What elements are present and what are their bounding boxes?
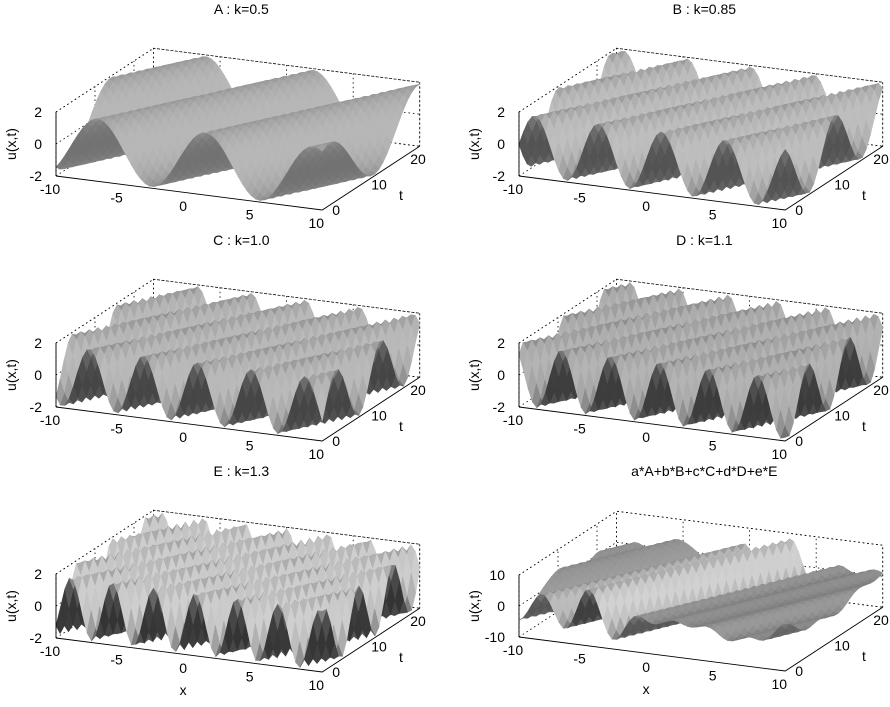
z-tick-label: 0 [34,136,42,152]
panel-title: A : k=0.5 [214,1,269,17]
x-tick-label: 0 [642,198,650,214]
panel-b: -10 -5 0 5 10 0 10 20 -2 0 2 u(x,t) t B : k=0.85 [466,1,889,231]
t-tick-label: 10 [834,177,850,193]
x-tick-label: 5 [709,207,717,223]
z-tick-label: 0 [34,367,42,383]
x-tick-label: -5 [573,190,586,206]
t-tick-label: 0 [332,202,340,218]
x-tick-label: 5 [246,207,254,223]
axis-floor-edge [55,145,420,211]
x-tick-label: 10 [771,215,787,231]
t-tick-label: 0 [795,202,803,218]
z-axis-label: u(x,t) [3,128,19,160]
z-tick-label: -2 [30,168,43,184]
z-tick-label: -2 [30,399,43,415]
x-tick-label: 5 [246,438,254,454]
panel-title: B : k=0.85 [673,1,737,17]
x-tick-label: -10 [503,181,523,197]
panel-a: -10 -5 0 5 10 0 10 20 -2 0 2 u(x,t) t A : k=0.5 [3,1,426,231]
z-tick-label: 2 [34,335,42,351]
t-tick-label: 10 [371,177,387,193]
x-tick-label: -10 [40,412,60,428]
x-tick-label: -10 [40,181,60,197]
t-axis-label: t [399,418,403,434]
t-tick-label: 0 [332,433,340,449]
x-tick-label: -5 [110,190,123,206]
x-tick-label: 0 [179,429,187,445]
t-axis-label: t [862,187,866,203]
panel-title: C : k=1.0 [213,232,270,248]
x-tick-label: 10 [308,215,324,231]
t-axis-label: t [399,187,403,203]
surface-patch [317,144,327,152]
z-axis-label: u(x,t) [3,359,19,391]
t-tick-label: 20 [873,151,889,167]
t-tick-label: 10 [371,408,387,424]
x-tick-label: -5 [110,421,123,437]
panel-c: -10 -5 0 5 10 0 10 20 -2 0 2 u(x,t) t C : k=1.0 [3,232,426,462]
z-tick-label: 0 [497,136,505,152]
z-tick-label: -2 [493,168,506,184]
z-tick-label: 2 [34,104,42,120]
x-tick-label: 0 [179,198,187,214]
t-tick-label: 20 [410,382,426,398]
z-tick-label: 2 [497,104,505,120]
z-axis-label: u(x,t) [466,128,482,160]
t-tick-label: 20 [410,151,426,167]
x-tick-label: 10 [308,446,324,462]
